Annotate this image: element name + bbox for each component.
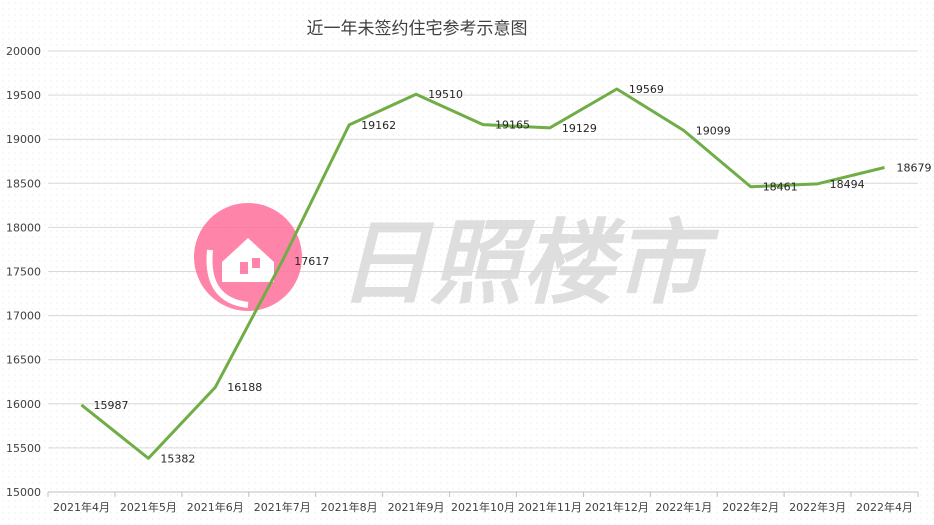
data-label: 18494 xyxy=(830,178,865,191)
data-label: 19510 xyxy=(428,88,463,101)
x-tick-label: 2022年3月 xyxy=(789,500,846,514)
x-tick-label: 2021年11月 xyxy=(518,500,582,514)
axes: 15000 15500 16000 16500 17000 17500 18000 18500… xyxy=(6,45,919,514)
x-tick-label: 2022年1月 xyxy=(655,500,712,514)
data-label: 15987 xyxy=(93,399,128,412)
data-label: 19129 xyxy=(562,122,597,135)
series-lines xyxy=(80,87,885,460)
y-tick-label: 19000 xyxy=(6,133,41,146)
x-tick-label: 2022年4月 xyxy=(856,500,913,514)
data-label: 15382 xyxy=(160,452,195,465)
y-tick-label: 19500 xyxy=(6,89,41,102)
data-label: 18679 xyxy=(897,162,932,175)
x-tick-label: 2021年7月 xyxy=(254,500,311,514)
watermark-logo-icon xyxy=(194,203,302,311)
series-line xyxy=(80,87,885,460)
data-label: 19162 xyxy=(361,119,396,132)
data-label: 17617 xyxy=(294,255,329,268)
x-tick-label: 2021年8月 xyxy=(321,500,378,514)
x-tick-label: 2021年10月 xyxy=(451,500,515,514)
data-label: 19165 xyxy=(495,119,530,132)
x-tick-label: 2021年6月 xyxy=(187,500,244,514)
x-tick-label: 2021年9月 xyxy=(388,500,445,514)
y-tick-label: 17000 xyxy=(6,310,41,323)
x-tick-label: 2021年12月 xyxy=(585,500,649,514)
gridlines xyxy=(48,50,918,449)
watermark-text: 日照楼市 xyxy=(338,210,720,317)
y-tick-label: 17500 xyxy=(6,266,41,279)
x-tick-label: 2022年2月 xyxy=(722,500,779,514)
y-tick-label: 16500 xyxy=(6,354,41,367)
y-tick-label: 18000 xyxy=(6,221,41,234)
watermark: 日照楼市 xyxy=(194,203,720,317)
y-tick-label: 20000 xyxy=(6,45,41,58)
y-tick-label: 15500 xyxy=(6,442,41,455)
chart-title: 近一年未签约住宅参考示意图 xyxy=(307,19,528,39)
y-tick-label: 16000 xyxy=(6,398,41,411)
data-labels: 15987 15382 16188 17617 19162 19510 19165 19129… xyxy=(93,83,931,465)
data-label: 18461 xyxy=(763,181,798,194)
y-tick-label: 15000 xyxy=(6,486,41,499)
data-label: 19569 xyxy=(629,83,664,96)
data-label: 16188 xyxy=(227,381,262,394)
x-tick-label: 2021年5月 xyxy=(120,500,177,514)
x-tick-label: 2021年4月 xyxy=(53,500,110,514)
y-tick-label: 18500 xyxy=(6,177,41,190)
data-label: 19099 xyxy=(696,124,731,137)
